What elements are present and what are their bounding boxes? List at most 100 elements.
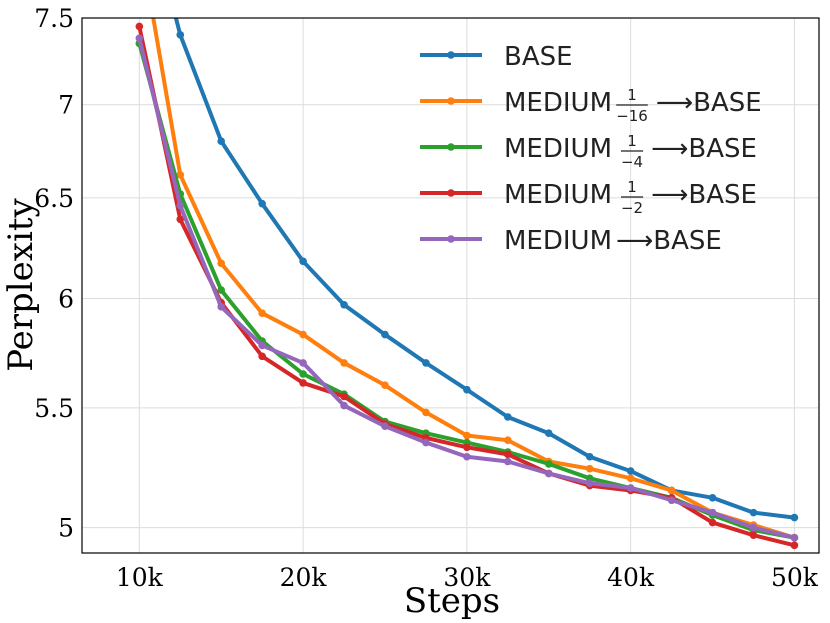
data-point <box>463 443 471 452</box>
legend-item: MEDIUM 1 −16 ⟶BASE <box>420 86 762 125</box>
legend-label-suffix: ⟶BASE <box>656 88 762 118</box>
data-point <box>708 518 717 527</box>
legend-item: MEDIUM 1 −2 ⟶BASE <box>420 178 757 217</box>
x-tick-label: 40k <box>607 563 655 592</box>
plot-frame <box>81 17 820 554</box>
legend-marker <box>447 235 455 243</box>
legend-label: MEDIUM <box>504 88 612 118</box>
legend-label: MEDIUM <box>504 226 612 256</box>
legend-fraction-numerator: 1 <box>627 178 637 196</box>
data-point <box>790 541 799 550</box>
legend-marker <box>447 189 455 197</box>
series <box>173 18 799 522</box>
legend-fraction-denominator: −2 <box>621 199 643 217</box>
data-point <box>504 436 512 445</box>
data-point <box>708 494 717 502</box>
data-point <box>504 413 512 421</box>
series <box>135 34 799 542</box>
data-point <box>422 359 430 367</box>
data-point <box>626 484 635 492</box>
legend-label-suffix: ⟶BASE <box>616 226 722 256</box>
data-point <box>708 508 717 517</box>
y-tick-label: 6.5 <box>34 184 74 213</box>
x-tick-label: 10k <box>116 563 164 592</box>
data-point <box>463 452 471 461</box>
data-point <box>299 359 307 367</box>
data-point <box>258 341 266 350</box>
data-point <box>176 171 185 179</box>
y-axis-label: Perplexity <box>1 198 41 372</box>
data-point <box>504 457 512 466</box>
data-point <box>340 401 348 410</box>
data-point <box>585 479 594 487</box>
x-axis-label: Steps <box>404 581 500 621</box>
data-point <box>258 199 266 208</box>
y-tick-label: 5.5 <box>34 394 74 423</box>
y-tick-label: 7 <box>58 91 74 120</box>
data-point <box>299 330 307 339</box>
y-tick-label: 6 <box>58 284 74 313</box>
legend-label: BASE <box>504 42 573 72</box>
data-point <box>258 309 266 318</box>
data-point <box>299 379 307 387</box>
data-point <box>217 303 226 311</box>
data-point <box>749 531 758 539</box>
data-point <box>340 300 348 309</box>
legend-fraction-denominator: −4 <box>621 153 643 171</box>
data-point <box>135 34 144 43</box>
data-point <box>585 464 594 473</box>
data-point <box>667 486 676 495</box>
data-point <box>176 215 185 224</box>
legend-label-suffix: ⟶BASE <box>651 134 757 164</box>
data-point <box>544 429 553 438</box>
data-point <box>585 452 594 461</box>
x-tick-label: 20k <box>280 563 328 592</box>
legend-item: MEDIUM 1 −4 ⟶BASE <box>420 132 757 171</box>
legend-label: MEDIUM <box>504 134 612 164</box>
y-tick-labels: 5 5.5 6 6.5 7 7.5 <box>34 4 74 543</box>
data-point <box>544 469 553 478</box>
legend-label-suffix: ⟶BASE <box>651 180 757 210</box>
legend-fraction-denominator: −16 <box>616 107 648 125</box>
data-point <box>463 431 471 440</box>
legend-fraction-numerator: 1 <box>627 86 637 104</box>
data-point <box>749 508 758 517</box>
data-point <box>381 422 389 431</box>
data-point <box>381 330 389 339</box>
data-point <box>340 359 348 367</box>
data-point <box>340 392 348 401</box>
data-point <box>626 474 635 483</box>
data-point <box>381 381 389 389</box>
legend-fraction-numerator: 1 <box>627 132 637 150</box>
y-tick-label: 5 <box>58 514 74 543</box>
data-point <box>749 523 758 532</box>
data-point <box>422 438 430 447</box>
data-point <box>504 450 512 459</box>
x-tick-labels: 10k 20k 30k 40k 50k <box>116 563 819 592</box>
data-point <box>176 31 185 39</box>
legend-marker <box>447 97 455 105</box>
series-lines <box>135 18 799 550</box>
x-tick-label: 50k <box>771 563 819 592</box>
x-tick-label: 30k <box>443 563 491 592</box>
legend-item: BASE <box>420 42 573 72</box>
data-point <box>422 408 430 417</box>
data-point <box>667 496 676 505</box>
data-point <box>258 352 266 361</box>
legend-marker <box>447 143 455 151</box>
y-tick-label: 7.5 <box>34 4 74 33</box>
data-point <box>299 370 307 378</box>
data-point <box>217 137 226 145</box>
data-point <box>626 467 635 475</box>
data-point <box>176 201 185 210</box>
data-point <box>790 533 799 542</box>
legend-item: MEDIUM ⟶BASE <box>420 226 722 256</box>
legend-label: MEDIUM <box>504 180 612 210</box>
data-point <box>790 513 799 522</box>
data-point <box>217 286 226 294</box>
data-point <box>299 257 307 266</box>
data-point <box>463 385 471 394</box>
data-point <box>217 259 226 268</box>
